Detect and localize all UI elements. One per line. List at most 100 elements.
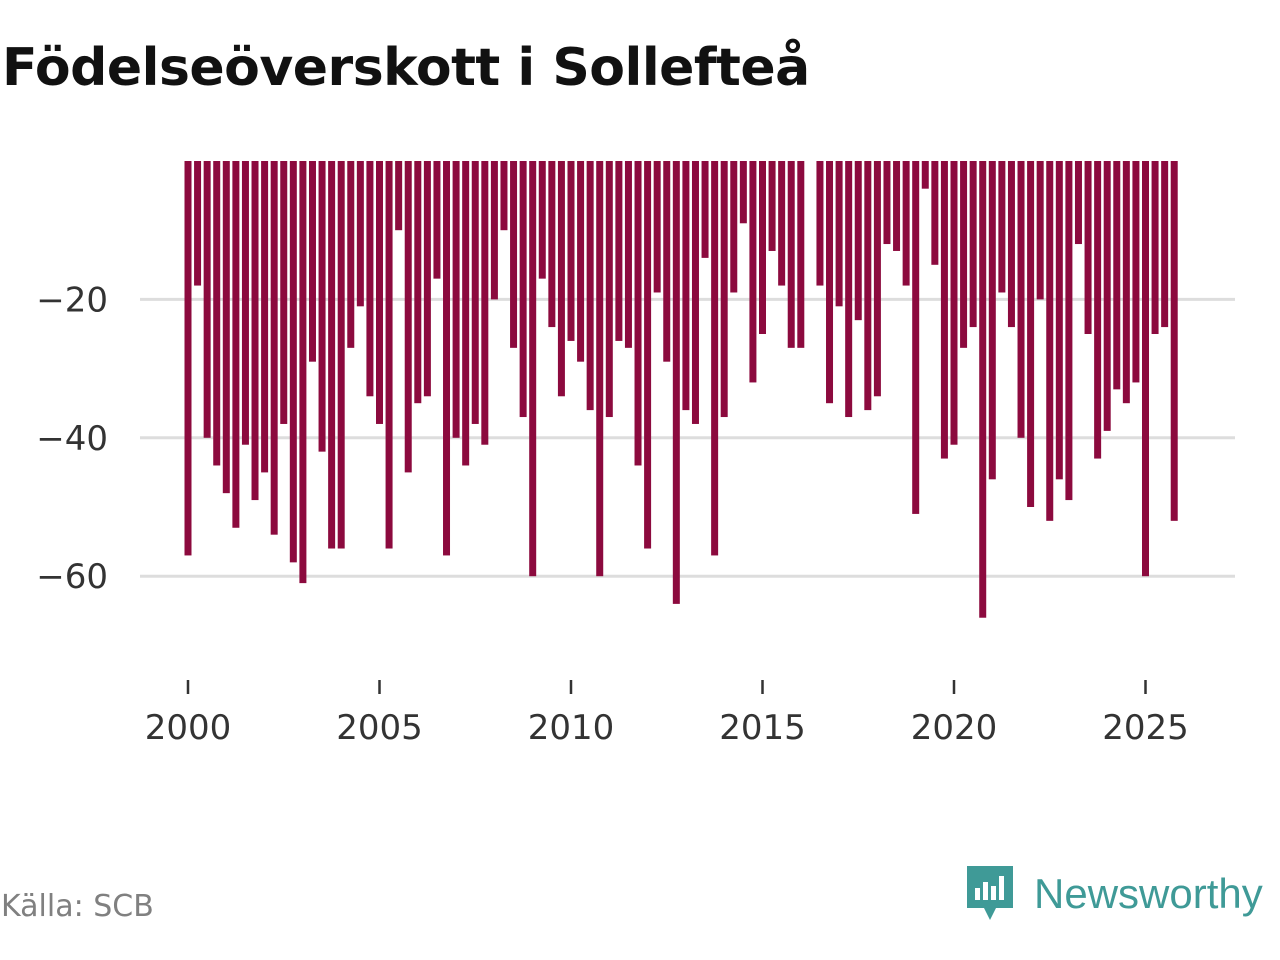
bar [1065, 161, 1073, 501]
bar [222, 161, 230, 494]
bar [395, 161, 403, 231]
bar [605, 161, 613, 418]
bar [720, 161, 728, 418]
bar [902, 161, 910, 286]
bar [471, 161, 479, 424]
bar [1027, 161, 1035, 507]
bar [1122, 161, 1130, 404]
bar [701, 161, 709, 258]
bar [1074, 161, 1082, 245]
bar [921, 161, 929, 189]
bar [251, 161, 259, 501]
bar [682, 161, 690, 411]
bar [749, 161, 757, 383]
x-tick-label: 2020 [911, 708, 998, 748]
bar [778, 161, 786, 286]
brand-logo[interactable]: Newsworthy [964, 864, 1263, 924]
bar [529, 161, 537, 577]
bar [1132, 161, 1140, 383]
bar [711, 161, 719, 556]
bar [443, 161, 451, 556]
bar [203, 161, 211, 438]
x-tick-label: 2010 [528, 708, 615, 748]
x-tick-label: 2025 [1102, 708, 1189, 748]
chart-title: Födelseöverskott i Sollefteå [2, 38, 810, 98]
bar [1007, 161, 1015, 328]
bar [577, 161, 585, 362]
bar [653, 161, 661, 293]
bar [567, 161, 575, 341]
bar [347, 161, 355, 348]
bar [998, 161, 1006, 293]
bar [289, 161, 297, 563]
bar [615, 161, 623, 341]
bar-series [184, 161, 1178, 618]
bar [1113, 161, 1121, 390]
bar [960, 161, 968, 348]
bar [845, 161, 853, 418]
bar [462, 161, 470, 466]
bar-chart: −20 −40 −60 2000 2005 2010 2015 2020 2025 [36, 161, 1235, 748]
bar [835, 161, 843, 307]
x-tick-label: 2005 [336, 708, 423, 748]
bar [328, 161, 336, 549]
bar [672, 161, 680, 604]
bar [940, 161, 948, 459]
bar [194, 161, 202, 286]
bar [854, 161, 862, 321]
bar [366, 161, 374, 397]
bar [270, 161, 278, 535]
bar [557, 161, 565, 397]
bar [356, 161, 364, 307]
bar [490, 161, 498, 300]
bar [1084, 161, 1092, 334]
bar [969, 161, 977, 328]
bar [414, 161, 422, 404]
bar [644, 161, 652, 549]
bar [538, 161, 546, 279]
bar [893, 161, 901, 251]
bar [787, 161, 795, 348]
x-tick-label: 2015 [719, 708, 806, 748]
bar [768, 161, 776, 251]
bar [950, 161, 958, 445]
bar [1017, 161, 1025, 438]
bar [864, 161, 872, 411]
bar [299, 161, 307, 584]
bar [663, 161, 671, 362]
bar [213, 161, 221, 466]
newsworthy-logo-icon [967, 866, 1013, 920]
bar [280, 161, 288, 424]
bar [912, 161, 920, 514]
bar [586, 161, 594, 411]
bar [883, 161, 891, 245]
bar [596, 161, 604, 577]
source-label: Källa: SCB [1, 889, 154, 924]
bar [988, 161, 996, 480]
bar [500, 161, 508, 231]
bar [759, 161, 766, 334]
bar [261, 161, 269, 473]
bar [337, 161, 345, 549]
bar [730, 161, 738, 293]
bar [481, 161, 489, 445]
x-axis: 2000 2005 2010 2015 2020 2025 [145, 680, 1189, 748]
bar [308, 161, 316, 362]
bar [433, 161, 441, 279]
brand-name: Newsworthy [1034, 870, 1263, 917]
bar [376, 161, 383, 424]
bar [739, 161, 747, 224]
bar [184, 161, 192, 556]
bar [624, 161, 632, 348]
bar [1151, 161, 1159, 334]
bar [385, 161, 393, 549]
y-tick-label: −60 [36, 557, 108, 597]
bar [1055, 161, 1063, 480]
y-tick-label: −40 [36, 419, 108, 459]
bar [510, 161, 518, 348]
bar [1046, 161, 1054, 521]
bar [979, 161, 987, 618]
bar [423, 161, 431, 397]
bar [519, 161, 527, 418]
bar [1103, 161, 1111, 431]
